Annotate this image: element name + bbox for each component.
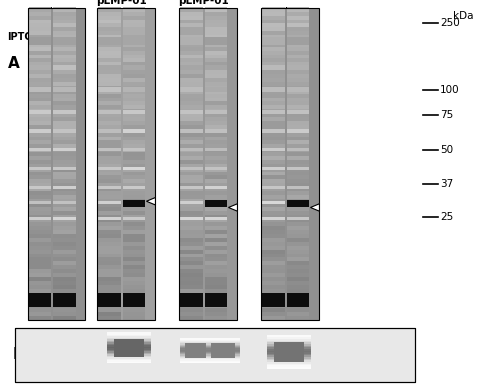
Text: 50: 50 (440, 145, 453, 155)
Text: pGJL25: pGJL25 (266, 7, 306, 17)
Text: 25: 25 (440, 212, 453, 222)
Text: -: - (189, 31, 194, 44)
Text: -: - (38, 31, 43, 44)
Text: -: - (107, 31, 112, 44)
Text: IPTG: IPTG (8, 32, 33, 43)
Text: 100: 100 (440, 85, 460, 96)
Text: +: + (59, 31, 70, 44)
Text: A: A (8, 57, 19, 71)
Text: pMR1: pMR1 (36, 7, 68, 17)
Text: pLMP-01
-NupG-E: pLMP-01 -NupG-E (178, 0, 229, 17)
Text: +: + (211, 31, 222, 44)
Text: +: + (129, 31, 140, 44)
Text: -: - (271, 31, 276, 44)
Text: +: + (293, 31, 304, 44)
Text: kDa: kDa (452, 11, 473, 21)
Text: 37: 37 (440, 179, 453, 189)
Text: 250: 250 (440, 18, 460, 28)
Text: B: B (12, 347, 24, 362)
Text: pLMP-01
-NupG: pLMP-01 -NupG (96, 0, 147, 17)
Text: 75: 75 (440, 110, 453, 121)
